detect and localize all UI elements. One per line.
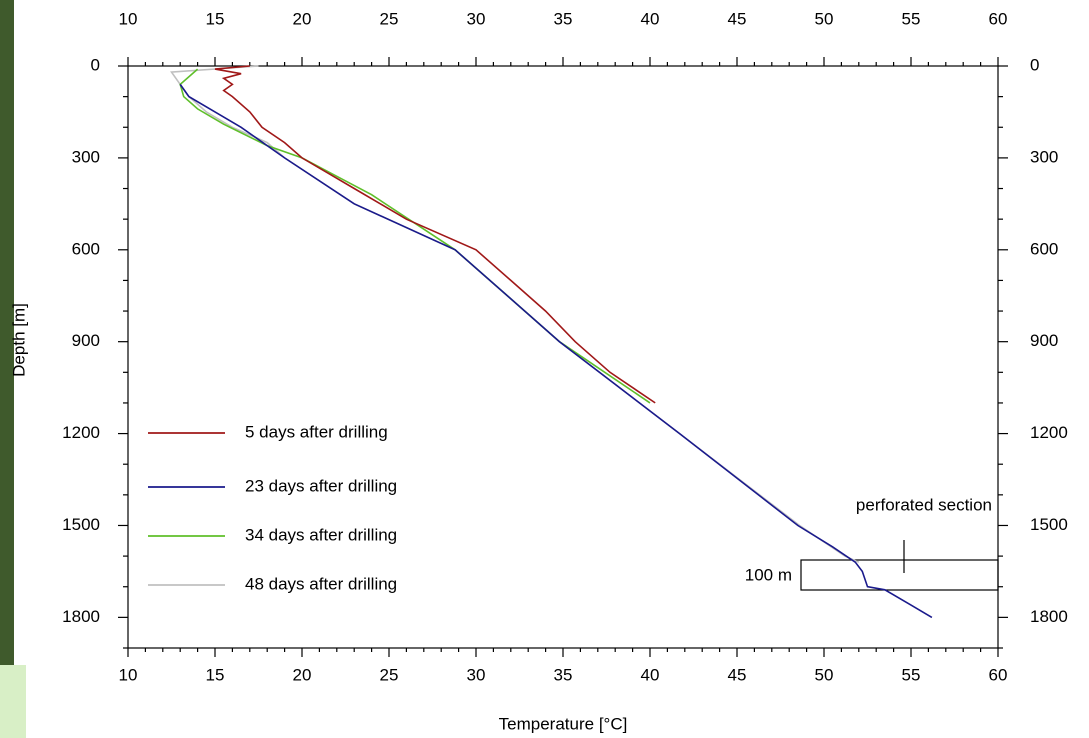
y-tick-label-right: 1800 xyxy=(1030,607,1068,626)
y-tick-label-right: 900 xyxy=(1030,331,1058,350)
x-tick-label: 40 xyxy=(641,665,660,684)
x-tick-label: 60 xyxy=(989,665,1008,684)
y-tick-label-right: 300 xyxy=(1030,147,1058,166)
y-tick-label: 1500 xyxy=(62,515,100,534)
x-tick-label-top: 55 xyxy=(902,9,921,28)
x-tick-label: 10 xyxy=(119,665,138,684)
y-tick-label: 1200 xyxy=(62,423,100,442)
x-tick-label-top: 30 xyxy=(467,9,486,28)
x-tick-label-top: 35 xyxy=(554,9,573,28)
y-tick-label-right: 0 xyxy=(1030,55,1039,74)
legend-label: 34 days after drilling xyxy=(245,525,397,544)
x-tick-label-top: 10 xyxy=(119,9,138,28)
x-tick-label-top: 20 xyxy=(293,9,312,28)
x-tick-label: 15 xyxy=(206,665,225,684)
x-tick-label-top: 50 xyxy=(815,9,834,28)
x-tick-label: 20 xyxy=(293,665,312,684)
x-tick-label: 50 xyxy=(815,665,834,684)
x-tick-label-top: 25 xyxy=(380,9,399,28)
x-tick-label: 55 xyxy=(902,665,921,684)
background-photo-strip xyxy=(0,0,14,665)
y-tick-label: 1800 xyxy=(62,607,100,626)
y-tick-label: 300 xyxy=(72,147,100,166)
legend-label: 23 days after drilling xyxy=(245,476,397,495)
x-tick-label-top: 45 xyxy=(728,9,747,28)
x-tick-label: 30 xyxy=(467,665,486,684)
legend-label: 5 days after drilling xyxy=(245,422,388,441)
y-tick-label-right: 1200 xyxy=(1030,423,1068,442)
x-tick-label-top: 15 xyxy=(206,9,225,28)
y-axis-label: Depth [m] xyxy=(9,303,28,377)
series-line xyxy=(179,68,651,404)
plot-frame xyxy=(127,65,999,649)
y-tick-label: 600 xyxy=(72,239,100,258)
y-tick-label-right: 1500 xyxy=(1030,515,1068,534)
series-line xyxy=(214,65,656,404)
x-tick-label: 25 xyxy=(380,665,399,684)
y-tick-label: 0 xyxy=(91,55,100,74)
x-tick-label-top: 60 xyxy=(989,9,1008,28)
background-strip xyxy=(0,665,26,738)
y-tick-label: 900 xyxy=(72,331,100,350)
annotation: perforated section xyxy=(856,495,992,514)
legend-label: 48 days after drilling xyxy=(245,574,397,593)
annotation: 100 m xyxy=(745,565,792,584)
x-tick-label: 35 xyxy=(554,665,573,684)
perforated-box xyxy=(800,559,999,591)
y-tick-label-right: 600 xyxy=(1030,239,1058,258)
series-line xyxy=(179,83,933,619)
x-tick-label: 45 xyxy=(728,665,747,684)
x-axis-label: Temperature [°C] xyxy=(499,714,628,733)
x-tick-label-top: 40 xyxy=(641,9,660,28)
